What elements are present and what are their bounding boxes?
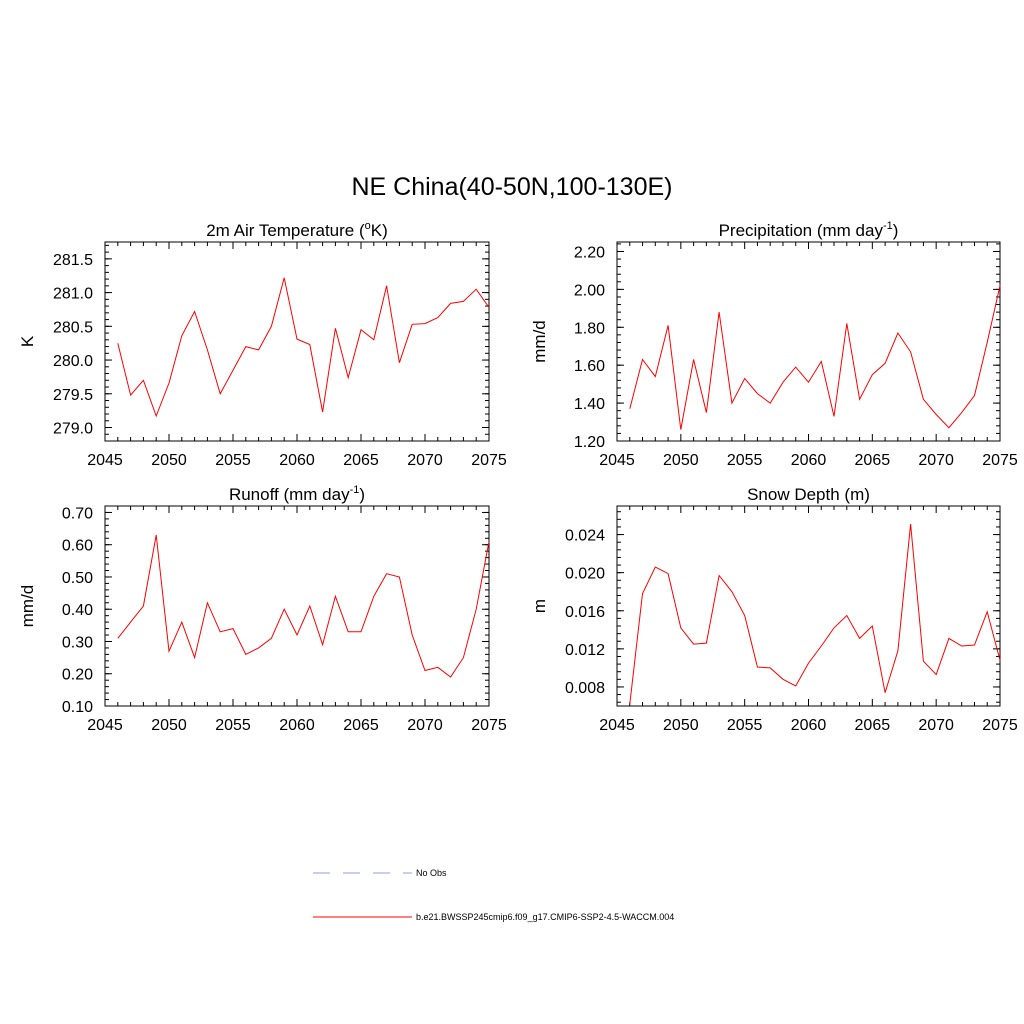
y-tick-label: 279.0	[53, 421, 93, 438]
x-tick-label: 2075	[471, 452, 507, 469]
x-tick-label: 2060	[791, 452, 827, 469]
y-axis-label: mm/d	[18, 585, 37, 628]
y-tick-label: 2.20	[574, 244, 605, 261]
y-tick-label: 1.60	[574, 358, 605, 375]
x-tick-label: 2045	[599, 452, 635, 469]
panel-title: Precipitation (mm day-1)	[719, 220, 899, 240]
y-tick-label: 0.008	[565, 680, 605, 697]
x-tick-label: 2070	[407, 452, 443, 469]
y-axis-label: m	[530, 599, 549, 613]
x-tick-label: 2075	[982, 452, 1018, 469]
x-tick-label: 2060	[791, 717, 827, 734]
series-line-snow-depth	[629, 524, 1001, 705]
x-tick-label: 2055	[215, 717, 251, 734]
x-tick-label: 2045	[599, 717, 635, 734]
x-tick-label: 2060	[279, 717, 315, 734]
x-tick-label: 2060	[279, 452, 315, 469]
y-tick-label: 1.80	[574, 320, 605, 337]
x-tick-label: 2070	[407, 717, 443, 734]
y-tick-label: 0.020	[565, 566, 605, 583]
y-tick-label: 0.024	[565, 528, 605, 545]
y-axis-label: mm/d	[530, 320, 549, 363]
series-line-runoff	[117, 534, 490, 678]
y-tick-label: 0.20	[62, 667, 93, 684]
panel-runoff: 2045 2050 2055 2060 2065 2070 2075 0.10 0.20 0.30…	[18, 484, 507, 734]
x-tick-label: 2045	[87, 452, 123, 469]
y-tick-label: 1.40	[574, 396, 605, 413]
y-tick-label: 0.016	[565, 604, 605, 621]
y-tick-label: 0.10	[62, 699, 93, 716]
panel-title: Snow Depth (m)	[747, 485, 870, 504]
x-tick-label: 2065	[343, 452, 379, 469]
panel-title: 2m Air Temperature (oK)	[206, 220, 388, 240]
x-tick-label: 2045	[87, 717, 123, 734]
panel-title: Runoff (mm day-1)	[229, 484, 365, 504]
legend: No Obs b.e21.BWSSP245cmip6.f09_g17.CMIP6-…	[313, 868, 674, 922]
legend-label: b.e21.BWSSP245cmip6.f09_g17.CMIP6-SSP2-4…	[416, 912, 674, 922]
y-tick-label: 0.50	[62, 570, 93, 587]
y-tick-label: 280.5	[53, 319, 93, 336]
panel-temperature: 2045 2050 2055 2060 2065 2070 2075 279.0 279.5 28…	[18, 220, 507, 469]
x-tick-label: 2075	[471, 717, 507, 734]
x-tick-label: 2065	[343, 717, 379, 734]
plot-frame	[104, 505, 490, 707]
y-tick-label: 279.5	[53, 387, 93, 404]
y-tick-label: 281.5	[53, 252, 93, 269]
x-tick-label: 2050	[151, 717, 187, 734]
panels: 2045 2050 2055 2060 2065 2070 2075 279.0 279.5 28…	[18, 220, 1018, 734]
x-tick-label: 2075	[982, 717, 1018, 734]
y-tick-label: 2.00	[574, 282, 605, 299]
panel-precipitation: 2045 2050 2055 2060 2065 2070 2075 1.20 1.40 1.60…	[530, 220, 1018, 469]
y-axis-label: K	[18, 335, 37, 347]
main-title: NE China(40-50N,100-130E)	[351, 173, 672, 201]
y-tick-label: 0.012	[565, 642, 605, 659]
y-tick-label: 0.60	[62, 538, 93, 555]
x-tick-label: 2070	[918, 452, 954, 469]
x-tick-label: 2050	[663, 452, 699, 469]
y-tick-label: 0.70	[62, 505, 93, 522]
x-tick-label: 2050	[151, 452, 187, 469]
plot-frame	[616, 505, 1001, 707]
y-tick-label: 0.40	[62, 602, 93, 619]
x-tick-label: 2055	[727, 717, 763, 734]
y-tick-label: 280.0	[53, 353, 93, 370]
x-tick-label: 2050	[663, 717, 699, 734]
y-tick-label: 281.0	[53, 286, 93, 303]
x-tick-label: 2065	[855, 717, 891, 734]
y-tick-label: 1.20	[574, 434, 605, 451]
legend-label: No Obs	[416, 868, 447, 878]
series-line-temperature	[117, 277, 490, 418]
plot-frame	[104, 241, 490, 442]
x-tick-label: 2070	[918, 717, 954, 734]
y-tick-label: 0.30	[62, 634, 93, 651]
series-line-precipitation	[629, 285, 1001, 430]
x-tick-label: 2055	[727, 452, 763, 469]
x-tick-label: 2055	[215, 452, 251, 469]
panel-snow-depth: 2045 2050 2055 2060 2065 2070 2075 0.008 0.012 0.…	[530, 485, 1018, 734]
plot-frame	[616, 241, 1001, 442]
x-tick-label: 2065	[855, 452, 891, 469]
